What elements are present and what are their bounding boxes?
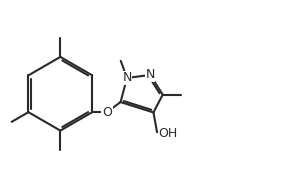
Text: O: O — [102, 106, 112, 119]
Text: OH: OH — [158, 127, 178, 140]
Text: N: N — [146, 68, 155, 81]
Text: N: N — [122, 72, 132, 84]
